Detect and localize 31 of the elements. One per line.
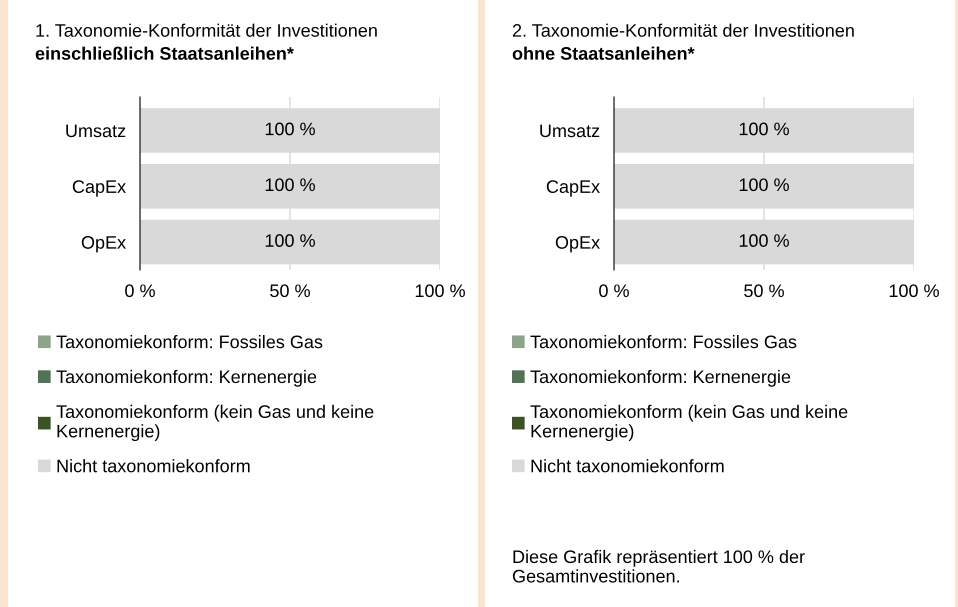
legend-label: Taxonomiekonform: Fossiles Gas [530, 335, 796, 348]
y-tick-label: Umsatz [66, 124, 126, 138]
chart-title: 2. Taxonomie-Konformität der Investitionen [512, 24, 854, 37]
data-label: 100 % [266, 234, 315, 247]
text: Diese Grafik repräsentiert 100 % der Gesamtinvestitionen. [512, 550, 805, 583]
chart-subtitle: ohne Staatsanleihen* [512, 46, 695, 60]
legend-label: Nicht taxonomiekonform [532, 459, 724, 472]
y-tick-label: OpEx [556, 236, 600, 252]
y-tick-label: Umsatz [540, 124, 600, 138]
legend-label: Taxonomiekonform (kein Gas und keine Kernenergie) [56, 404, 374, 442]
x-tick-label: 50 % [744, 284, 784, 298]
y-tick-label: OpEx [82, 236, 126, 252]
chart-title: 1. Taxonomie-Konformität der Investitionen [36, 24, 377, 37]
chart-subtitle: einschließlich Staatsanleihen* [36, 46, 294, 60]
x-tick-label: 100 % [890, 284, 939, 298]
x-tick-label: 100 % [416, 284, 465, 298]
data-label: 100 % [740, 178, 789, 192]
legend-label: Taxonomiekonform: Fossiles Gas [56, 335, 322, 348]
data-label: 100 % [740, 122, 789, 136]
x-tick-label: 0 % [125, 284, 155, 298]
legend-label: Taxonomiekonform (kein Gas und keine Kernenergie) [530, 404, 848, 442]
x-tick-label: 50 % [270, 284, 310, 298]
legend-label: Taxonomiekonform: Kernenergie [530, 370, 790, 387]
x-tick-label: 0 % [599, 284, 629, 298]
legend-label: Nicht taxonomiekonform [58, 459, 250, 472]
y-tick-label: CapEx [546, 180, 600, 197]
legend-label: Taxonomiekonform: Kernenergie [56, 370, 316, 387]
data-label: 100 % [266, 122, 315, 136]
data-label: 100 % [740, 234, 789, 247]
data-label: 100 % [266, 178, 315, 192]
y-tick-label: CapEx [72, 180, 126, 197]
